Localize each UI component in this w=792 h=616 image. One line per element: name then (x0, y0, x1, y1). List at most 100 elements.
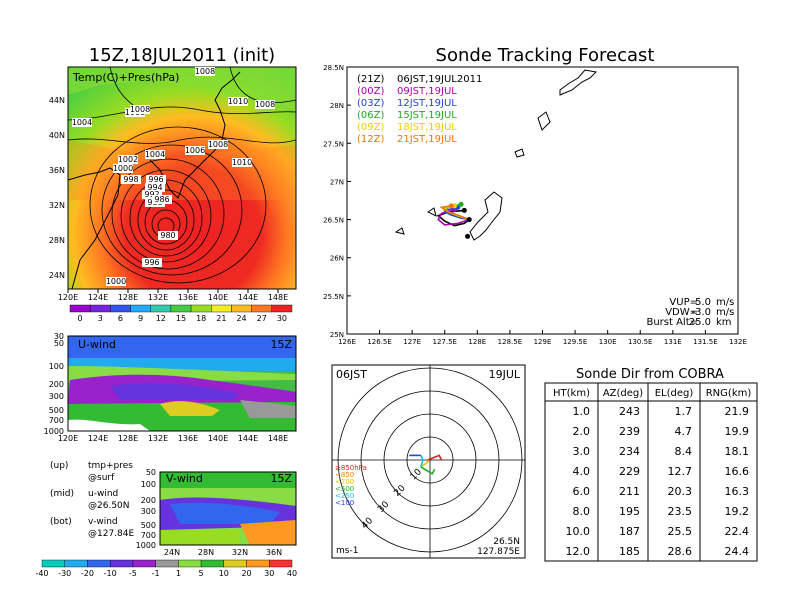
table-cell: 12.7 (668, 465, 693, 478)
table-cell: 4.7 (675, 425, 693, 438)
legend-jst: 12JST,19JUL (397, 98, 457, 109)
map-lat-ticks: 44N 40N 36N 32N 28N 24N (49, 96, 65, 280)
trajectory-endpoint (458, 201, 464, 207)
japan-coastline (149, 71, 241, 199)
isobar-label: 1008 (195, 67, 215, 76)
map-lat-tick-label: 28N (49, 236, 65, 245)
v-wind-lat-tick: 32N (232, 548, 248, 557)
polar-legend-entry: <100 (335, 499, 354, 507)
isobar-label: 1006 (185, 146, 205, 155)
u-wind-frame (67, 335, 297, 432)
colorbar-swatch (190, 304, 212, 313)
v-wind-frame (159, 471, 297, 546)
launch-point (466, 217, 472, 223)
isobar-label-bg (130, 105, 150, 114)
wind-colorbar-swatch (41, 559, 65, 568)
isobar-label-bg (142, 190, 162, 199)
isobar-label: 996 (148, 175, 163, 184)
table-cell: 19.9 (725, 425, 750, 438)
colorbar-swatch (150, 304, 172, 313)
wind-colorbar-label: -5 (129, 569, 137, 578)
legend-jst: 21JST,19JUL (397, 134, 457, 145)
polar-legend-entry: <500 (335, 485, 354, 493)
map-frame (67, 66, 297, 290)
table-cell: 10.0 (566, 525, 591, 538)
colorbar-label: 3 (98, 314, 103, 323)
isobar-labels: 1008100410081010100810041006100810101002… (72, 67, 275, 286)
isobar-label-bg (195, 67, 215, 76)
colorbar-swatch (271, 304, 293, 313)
colorbar-swatch (170, 304, 192, 313)
note-text: @26.50N (88, 501, 130, 511)
tracking-lon-tick: 128.5E (498, 338, 522, 346)
u-wind-lon-ticks: 120E 124E 128E 132E 136E 140E 144E 148E (58, 434, 288, 443)
u-wind-lon-tick: 144E (238, 434, 258, 443)
colorbar-swatch (211, 304, 232, 313)
v-wind-pressure-tick: 200 (141, 496, 156, 505)
v-wind-pressure-tick: 1000 (136, 541, 156, 550)
table-cell: 16.3 (725, 485, 750, 498)
panel-notes: (up) tmp+pres @surf (mid) u-wind @26.50N (bot)… (50, 461, 134, 539)
polar-lat: 26.5N (493, 537, 520, 547)
map-lat-tick-label: 36N (49, 166, 65, 175)
table-cell: 1.0 (573, 405, 591, 418)
colorbar-label: 24 (236, 314, 246, 323)
table-border (544, 382, 758, 562)
wind-colorbar-label: -10 (104, 569, 117, 578)
table-cell: 24.4 (725, 545, 750, 558)
table-cell: 8.0 (573, 505, 591, 518)
isobar-label: 986 (154, 195, 169, 204)
trajectory-line (443, 206, 470, 221)
wind-colorbar-swatch (269, 559, 293, 568)
colorbar-label: 21 (216, 314, 226, 323)
isobar-label-bg (118, 155, 138, 164)
isobar-label: 1004 (72, 118, 92, 127)
param-name: VDW= (665, 307, 698, 318)
tracking-lat-tick: 25N (330, 331, 344, 339)
u-wind-pressure-tick: 700 (49, 416, 64, 425)
map-lon-tick-label: 124E (88, 293, 108, 302)
v-wind-lat-tick: 28N (198, 548, 214, 557)
isobar-label-bg (146, 175, 166, 184)
isobar-label-bg (152, 195, 172, 204)
table-cell: 19.2 (725, 505, 750, 518)
isobar-label: 1000 (106, 277, 126, 286)
isobar-label: 1008 (208, 140, 228, 149)
polar-range-label: 20 (392, 483, 407, 498)
table-cell: 229 (619, 465, 640, 478)
table-cell: 239 (619, 425, 640, 438)
colorbar-swatch (231, 304, 252, 313)
wind-colorbar-label: 20 (241, 569, 251, 578)
tracking-parameters: VUP=5.0 m/s VDW=-3.0 m/s Burst Alt=25.0 km (646, 297, 734, 328)
polar-legend-entry: <250 (335, 492, 354, 500)
legend-jst: 18JST,19JUL (397, 122, 457, 133)
map-lon-tick-label: 128E (118, 293, 138, 302)
param-value: 25.0 (689, 317, 711, 328)
tracking-lon-tick: 130E (599, 338, 617, 346)
table-cell: 22.4 (725, 525, 750, 538)
legend-jst: 09JST,19JUL (397, 86, 457, 97)
v-wind-field (160, 472, 296, 545)
isobar-label: 1004 (145, 150, 165, 159)
u-wind-label: U-wind (78, 338, 116, 351)
wind-colorbar-swatch (200, 559, 225, 568)
polar-date: 19JUL (489, 368, 521, 381)
wind-colorbar-swatch (223, 559, 247, 568)
table-header-cell: AZ(deg) (603, 388, 643, 399)
wind-colorbar-label: 5 (199, 569, 204, 578)
table-cell: 4.0 (573, 465, 591, 478)
trajectory-endpoint (448, 203, 454, 209)
map-lon-tick-label: 136E (178, 293, 198, 302)
v-wind-label: V-wind (166, 472, 203, 485)
u-wind-pressure-tick: 200 (49, 380, 64, 389)
note-key: (up) (50, 461, 68, 471)
isobar-label: 1008 (130, 105, 150, 114)
wind-colorbar-label: 1 (176, 569, 181, 578)
tracking-lat-tick: 27.5N (323, 140, 344, 148)
sonde-direction-table: HT(km) AZ(deg) EL(deg) RNG(km) 1.0 243 1.7 21.9… (544, 382, 758, 562)
param-unit: m/s (716, 307, 734, 318)
wind-colorbar-swatch (64, 559, 88, 568)
tracking-lon-tick: 127.5E (433, 338, 457, 346)
wind-colorbar (41, 559, 293, 568)
polar-lon: 127.875E (477, 547, 520, 557)
